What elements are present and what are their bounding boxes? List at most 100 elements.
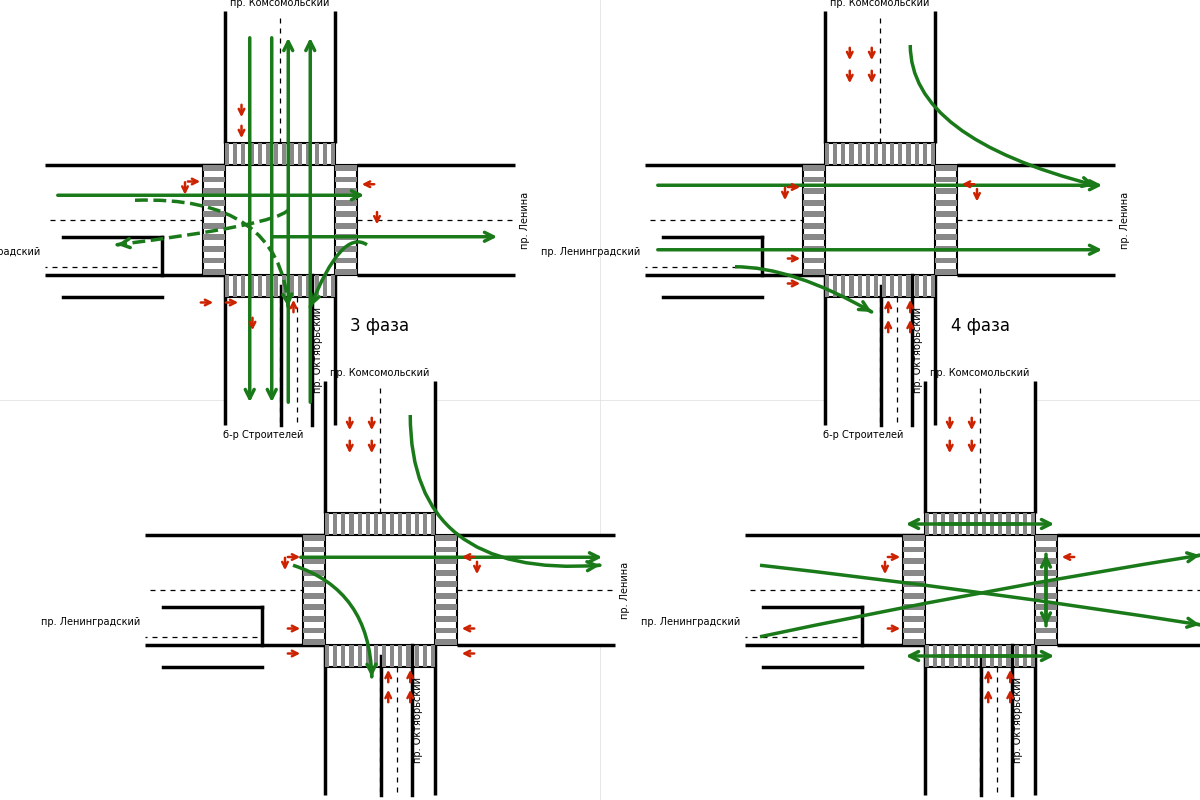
Bar xyxy=(290,143,294,165)
Bar xyxy=(899,275,902,297)
Bar xyxy=(434,535,457,541)
Bar xyxy=(803,211,826,217)
Bar xyxy=(250,143,253,165)
Bar xyxy=(902,628,925,634)
Bar xyxy=(233,275,238,297)
Bar xyxy=(290,275,294,297)
Bar xyxy=(226,143,229,165)
Bar xyxy=(833,275,838,297)
Bar xyxy=(302,558,325,564)
Bar xyxy=(407,645,410,667)
Bar xyxy=(299,143,302,165)
Bar xyxy=(974,513,978,535)
Bar xyxy=(281,275,312,425)
Bar xyxy=(302,582,325,587)
Bar xyxy=(302,628,325,634)
Bar xyxy=(803,234,826,240)
Bar xyxy=(935,200,958,206)
Bar xyxy=(902,558,925,564)
Bar xyxy=(422,645,427,667)
Text: пр. Комсомольский: пр. Комсомольский xyxy=(930,368,1030,378)
Bar xyxy=(434,616,457,622)
Bar xyxy=(241,143,245,165)
Bar xyxy=(226,15,335,165)
Bar xyxy=(398,513,402,535)
Text: пр. Октябрьский: пр. Октябрьский xyxy=(313,307,323,393)
Bar xyxy=(358,645,361,667)
Bar xyxy=(925,645,1034,795)
Bar xyxy=(265,143,270,165)
Bar xyxy=(865,275,870,297)
Bar xyxy=(803,270,826,275)
Bar xyxy=(906,275,911,297)
Bar xyxy=(302,593,325,598)
Bar xyxy=(982,645,986,667)
Text: пр. Ленинградский: пр. Ленинградский xyxy=(641,617,740,626)
Bar xyxy=(902,593,925,598)
Bar xyxy=(434,582,457,587)
Bar xyxy=(1036,628,1057,634)
Bar xyxy=(858,275,862,297)
Bar xyxy=(803,188,826,194)
Text: 4 фаза: 4 фаза xyxy=(950,317,1009,335)
Bar xyxy=(407,513,410,535)
Bar xyxy=(382,645,412,795)
Text: пр. Ленинградский: пр. Ленинградский xyxy=(41,617,140,626)
Bar xyxy=(145,535,325,645)
Bar xyxy=(882,143,886,165)
Bar xyxy=(226,165,335,275)
Bar xyxy=(302,616,325,622)
Bar xyxy=(335,165,515,275)
Bar xyxy=(203,211,226,217)
Bar xyxy=(826,143,935,165)
Bar xyxy=(1031,513,1036,535)
Bar xyxy=(335,165,358,275)
Bar xyxy=(1022,513,1027,535)
Bar xyxy=(882,275,886,297)
Bar xyxy=(374,645,378,667)
Bar xyxy=(902,616,925,622)
Bar xyxy=(1007,513,1010,535)
Bar xyxy=(258,275,262,297)
Bar xyxy=(850,275,853,297)
Bar xyxy=(390,513,395,535)
Bar xyxy=(990,513,995,535)
Bar xyxy=(258,143,262,165)
Bar xyxy=(974,645,978,667)
Bar xyxy=(1015,513,1019,535)
Bar xyxy=(803,223,826,229)
Bar xyxy=(306,275,311,297)
Bar xyxy=(203,200,226,206)
Bar xyxy=(203,234,226,240)
Bar xyxy=(325,535,436,645)
Bar xyxy=(203,165,226,170)
Bar xyxy=(434,535,457,645)
Bar xyxy=(949,645,954,667)
Bar xyxy=(826,275,829,297)
Bar xyxy=(958,645,961,667)
Bar xyxy=(335,177,358,182)
Bar xyxy=(241,275,245,297)
Bar xyxy=(935,270,958,275)
Bar xyxy=(422,513,427,535)
Bar xyxy=(282,143,286,165)
Bar xyxy=(415,513,419,535)
Bar xyxy=(434,535,614,645)
Text: пр. Октябрьский: пр. Октябрьский xyxy=(913,307,923,393)
Bar xyxy=(366,513,370,535)
Bar xyxy=(826,275,935,425)
Bar xyxy=(1031,645,1036,667)
Bar xyxy=(331,275,335,297)
Bar xyxy=(998,645,1002,667)
Bar xyxy=(858,143,862,165)
Bar xyxy=(382,513,386,535)
Bar xyxy=(745,606,862,667)
Bar xyxy=(1015,645,1019,667)
Bar xyxy=(434,639,457,645)
Bar xyxy=(902,570,925,575)
Bar xyxy=(46,165,226,275)
Bar xyxy=(1036,546,1057,552)
Bar xyxy=(299,275,302,297)
Bar xyxy=(803,165,826,170)
Bar xyxy=(302,570,325,575)
